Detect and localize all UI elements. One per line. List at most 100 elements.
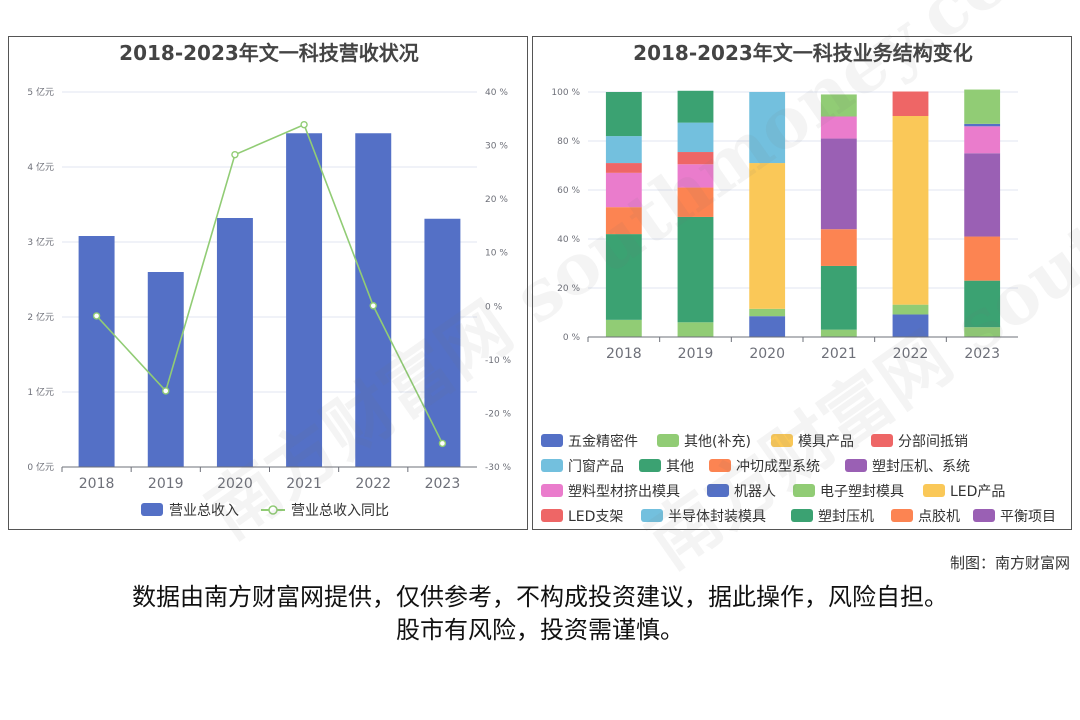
stacked-bar-segment bbox=[749, 92, 786, 164]
y-tick-label: 100 % bbox=[551, 88, 580, 98]
business-structure-chart: 2018-2023年文一科技业务结构变化 0 % 20 % 40 % 60 % 80 % 1… bbox=[541, 41, 1056, 525]
revenue-chart: 2018-2023年文一科技营收状况 0 亿元 1 亿元 2 亿元 3 亿元 4 亿元 5 … bbox=[27, 41, 512, 519]
revenue-bar bbox=[216, 218, 253, 467]
yoy-growth-point bbox=[162, 387, 170, 395]
stacked-bar-segment bbox=[749, 163, 786, 166]
x-tick-label: 2020 bbox=[749, 346, 785, 362]
legend-label: 点胶机 bbox=[918, 508, 960, 525]
stacked-bar-segment bbox=[892, 116, 929, 305]
stacked-bar-segment bbox=[677, 216, 714, 323]
stacked-bar-segment bbox=[677, 164, 714, 188]
stacked-bar-segment bbox=[964, 123, 1001, 127]
x-tick-label: 2018 bbox=[79, 476, 115, 492]
legend-swatch bbox=[871, 434, 893, 447]
x-tick-label: 2021 bbox=[821, 346, 857, 362]
revenue-bar bbox=[424, 218, 461, 467]
stacked-bar-segment bbox=[964, 153, 1001, 237]
yoy-growth-point bbox=[231, 150, 239, 159]
y-right-tick-label: -20 % bbox=[485, 409, 512, 419]
stacked-bar-segment bbox=[892, 314, 929, 337]
y-right-tick-label: -30 % bbox=[485, 463, 512, 473]
yoy-growth-line bbox=[95, 123, 444, 444]
yoy-growth-point bbox=[438, 439, 447, 448]
stacked-bar-segment bbox=[605, 163, 642, 173]
legend-label: 电子塑封模具 bbox=[820, 484, 904, 500]
legend-label: 其他 bbox=[666, 459, 694, 475]
chart-credit: 制图：南方财富网 bbox=[949, 554, 1070, 572]
x-tick-label: 2021 bbox=[286, 476, 322, 492]
x-tick-label: 2019 bbox=[148, 476, 184, 492]
legend-swatch bbox=[707, 484, 729, 497]
stacked-bar-segment bbox=[677, 152, 714, 165]
stacked-bar-segment bbox=[892, 91, 929, 117]
yoy-growth-point bbox=[300, 120, 308, 129]
legend-label: 冲切成型系统 bbox=[736, 459, 820, 475]
stacked-bar-segment bbox=[677, 90, 714, 123]
y-left-tick-label: 4 亿元 bbox=[27, 161, 54, 173]
yoy-growth-point bbox=[92, 312, 101, 320]
yoy-growth-point bbox=[369, 302, 377, 310]
disclaimer-line-2: 股市有风险，投资需谨慎。 bbox=[396, 616, 684, 644]
x-tick-label: 2020 bbox=[217, 476, 253, 492]
stacked-bar-segment bbox=[605, 136, 642, 164]
legend-label: 塑料型材挤出模具 bbox=[568, 484, 680, 500]
stacked-bar-segment bbox=[820, 229, 857, 266]
legend-swatch-yoy-marker bbox=[268, 505, 278, 515]
legend-swatch bbox=[541, 434, 563, 447]
y-left-tick-label: 5 亿元 bbox=[27, 86, 54, 98]
y-right-tick-label: 40 % bbox=[485, 88, 508, 98]
stacked-bar-segment bbox=[964, 89, 1001, 124]
legend-swatch-revenue bbox=[141, 503, 163, 516]
chart-title: 2018-2023年文一科技营收状况 bbox=[119, 41, 419, 65]
legend-swatch bbox=[657, 434, 679, 447]
y-tick-label: 80 % bbox=[557, 137, 580, 147]
legend-label: 其他(补充) bbox=[684, 434, 751, 450]
stacked-bar-segment bbox=[964, 327, 1001, 337]
legend-swatch bbox=[973, 509, 995, 522]
stacked-bar-segment bbox=[749, 308, 786, 317]
legend-label: 营业总收入同比 bbox=[291, 503, 389, 519]
y-right-tick-label: 10 % bbox=[485, 249, 508, 259]
legend-swatch bbox=[771, 434, 793, 447]
legend-swatch bbox=[541, 484, 563, 497]
revenue-bar bbox=[286, 133, 323, 467]
legend-swatch bbox=[709, 459, 731, 472]
y-left-tick-label: 0 亿元 bbox=[27, 461, 54, 473]
legend-swatch bbox=[541, 459, 563, 472]
legend-swatch bbox=[923, 484, 945, 497]
y-right-tick-label: 0 % bbox=[485, 302, 503, 312]
legend-label: 塑封压机、系统 bbox=[872, 459, 970, 475]
stacked-bar-segment bbox=[605, 172, 642, 208]
stacked-bar-segment bbox=[820, 329, 857, 337]
legend-label: 营业总收入 bbox=[169, 503, 239, 519]
stacked-bar-segment bbox=[605, 319, 642, 337]
legend-swatch bbox=[891, 509, 913, 522]
legend-swatch bbox=[541, 509, 563, 522]
legend-swatch bbox=[641, 509, 663, 522]
x-tick-label: 2022 bbox=[893, 346, 929, 362]
revenue-chart-panel: 2018-2023年文一科技营收状况 0 亿元 1 亿元 2 亿元 3 亿元 4 亿元 5 … bbox=[8, 36, 528, 530]
legend-swatch bbox=[845, 459, 867, 472]
legend-label: 模具产品 bbox=[798, 434, 854, 450]
legend-swatch bbox=[639, 459, 661, 472]
legend-label: 平衡项目 bbox=[1000, 509, 1056, 525]
stacked-bar-segment bbox=[749, 165, 786, 309]
legend-label: LED支架 bbox=[568, 509, 623, 525]
stacked-bar-segment bbox=[605, 207, 642, 235]
revenue-bar bbox=[78, 236, 115, 467]
stacked-bar-segment bbox=[677, 122, 714, 153]
y-tick-label: 20 % bbox=[557, 284, 580, 294]
y-right-tick-label: 30 % bbox=[485, 142, 508, 152]
disclaimer-line-1: 数据由南方财富网提供，仅供参考，不构成投资建议，据此操作，风险自担。 bbox=[132, 583, 948, 611]
y-left-tick-label: 2 亿元 bbox=[27, 311, 54, 323]
stacked-bar-segment bbox=[605, 234, 642, 320]
business-structure-chart-panel: 2018-2023年文一科技业务结构变化 0 % 20 % 40 % 60 % 80 % 1… bbox=[532, 36, 1072, 530]
legend-label: 五金精密件 bbox=[568, 433, 638, 450]
stacked-bar-segment bbox=[964, 126, 1001, 154]
y-right-tick-label: 20 % bbox=[485, 195, 508, 205]
revenue-bar bbox=[147, 272, 184, 467]
legend-swatch bbox=[793, 484, 815, 497]
revenue-bar bbox=[355, 133, 392, 467]
stacked-bar-segment bbox=[820, 116, 857, 139]
y-left-tick-label: 1 亿元 bbox=[27, 386, 54, 398]
